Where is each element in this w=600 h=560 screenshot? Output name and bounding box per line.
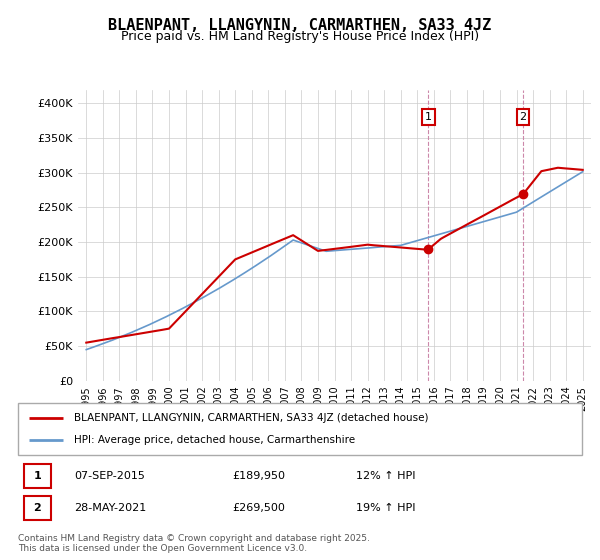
- FancyBboxPatch shape: [23, 496, 51, 520]
- Text: 2: 2: [520, 112, 527, 122]
- Text: HPI: Average price, detached house, Carmarthenshire: HPI: Average price, detached house, Carm…: [74, 435, 356, 445]
- Text: BLAENPANT, LLANGYNIN, CARMARTHEN, SA33 4JZ (detached house): BLAENPANT, LLANGYNIN, CARMARTHEN, SA33 4…: [74, 413, 429, 423]
- Text: 19% ↑ HPI: 19% ↑ HPI: [356, 503, 416, 513]
- Text: Price paid vs. HM Land Registry's House Price Index (HPI): Price paid vs. HM Land Registry's House …: [121, 30, 479, 43]
- Text: BLAENPANT, LLANGYNIN, CARMARTHEN, SA33 4JZ: BLAENPANT, LLANGYNIN, CARMARTHEN, SA33 4…: [109, 18, 491, 33]
- Text: Contains HM Land Registry data © Crown copyright and database right 2025.
This d: Contains HM Land Registry data © Crown c…: [18, 534, 370, 553]
- FancyBboxPatch shape: [23, 464, 51, 488]
- Text: £189,950: £189,950: [232, 471, 286, 481]
- FancyBboxPatch shape: [18, 403, 582, 455]
- Text: 07-SEP-2015: 07-SEP-2015: [74, 471, 145, 481]
- Text: 1: 1: [425, 112, 432, 122]
- Text: 1: 1: [34, 471, 41, 481]
- Text: £269,500: £269,500: [232, 503, 285, 513]
- Text: 28-MAY-2021: 28-MAY-2021: [74, 503, 146, 513]
- Text: 12% ↑ HPI: 12% ↑ HPI: [356, 471, 416, 481]
- Text: 2: 2: [34, 503, 41, 513]
